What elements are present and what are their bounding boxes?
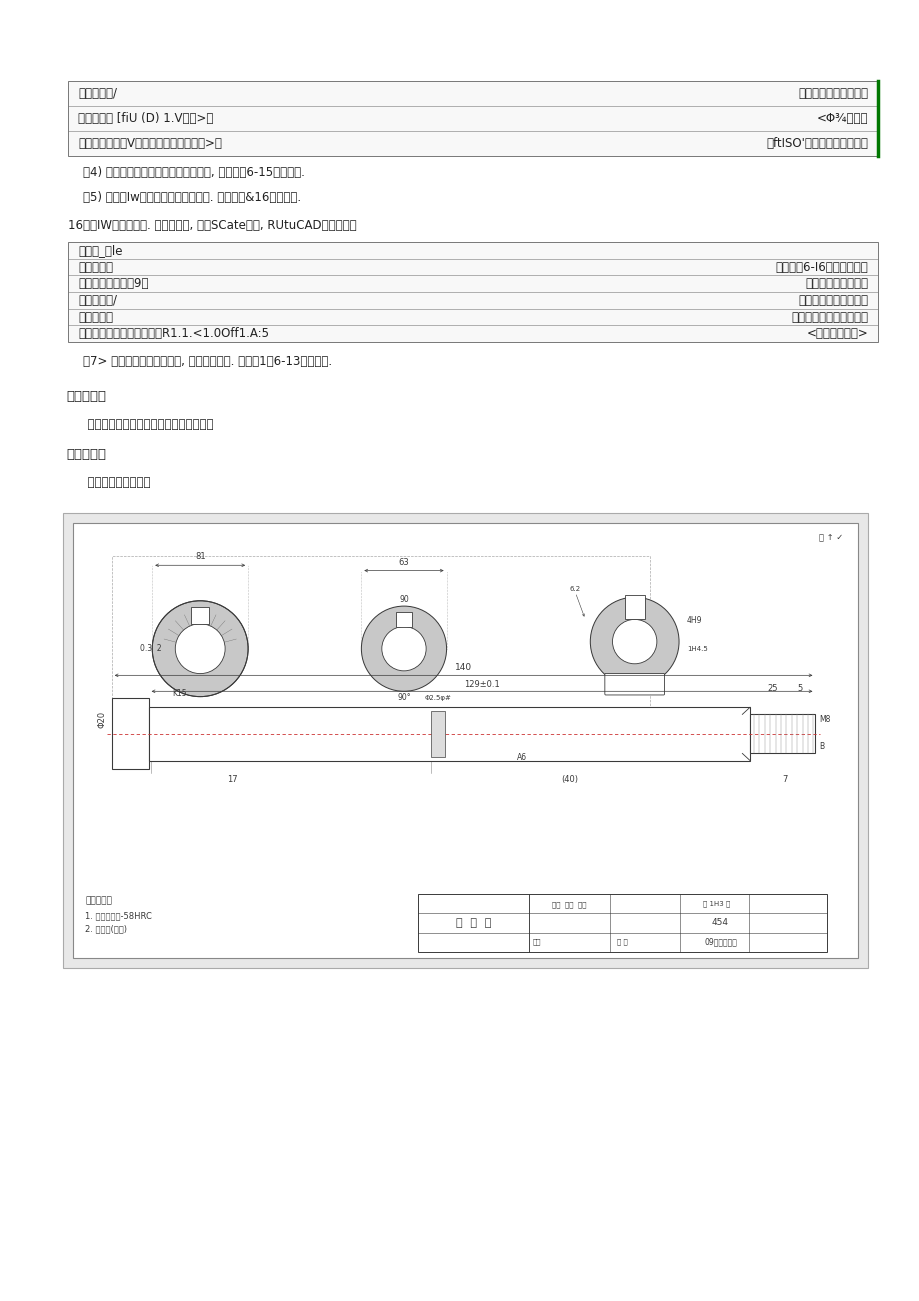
Text: 1H4.5: 1H4.5 (686, 645, 707, 652)
Text: Φ20: Φ20 (97, 712, 107, 729)
Text: （瑛击图6-I6右上角一点）: （瑛击图6-I6右上角一点） (775, 260, 867, 273)
Circle shape (381, 627, 425, 671)
Text: 6.2: 6.2 (569, 587, 580, 592)
Text: K15: K15 (172, 690, 187, 699)
Circle shape (361, 606, 446, 691)
Text: 25: 25 (766, 684, 777, 693)
Circle shape (176, 623, 225, 674)
Text: 槭  轮  轴: 槭 轮 轴 (455, 919, 491, 928)
Text: 比例  重量  材料: 比例 重量 材料 (551, 902, 586, 908)
Text: 技术要求：: 技术要求： (85, 896, 112, 905)
Text: （华亩左下角一点）: （华亩左下角一点） (804, 277, 867, 290)
Text: 454: 454 (711, 919, 728, 928)
Bar (418, 894, 825, 952)
Bar (396, 611, 412, 627)
Text: 指定基点：: 指定基点： (78, 311, 113, 324)
Text: 选择对欧：: 选择对欧： (78, 260, 113, 273)
Text: 。学生好制: 。学生好制 (66, 390, 106, 403)
Text: <输入比例因子>: <输入比例因子> (805, 327, 867, 340)
Text: （7> 利用样条曲线绘制曲线, 痞身多余收条. 得到以1图6-13所示图形.: （7> 利用样条曲线绘制曲线, 痞身多余收条. 得到以1图6-13所示图形. (68, 355, 332, 368)
Text: 完成以下图形的绘制: 完成以下图形的绘制 (80, 476, 151, 489)
Text: <Φ¾一点）: <Φ¾一点） (816, 112, 867, 125)
Text: 09数控大专班: 09数控大专班 (703, 938, 736, 947)
Text: Φ0.8: Φ0.8 (191, 652, 209, 661)
Text: 16）绘IW局短放火圈. 单击团技机, 执行SCate命令, RUtuCAD提小加卜：: 16）绘IW局短放火圈. 单击团技机, 执行SCate命令, RUtuCAD提小… (68, 219, 357, 232)
Text: Φ2.5φ#: Φ2.5φ# (425, 695, 451, 701)
Text: （拉回车批结束选缘）: （拉回车批结束选缘） (797, 294, 867, 307)
Text: （ftISO'方向缩城比当长咬》: （ftISO'方向缩城比当长咬》 (766, 137, 867, 150)
Text: (40): (40) (561, 774, 577, 783)
Bar (749, 714, 814, 753)
Text: 选择对象：/: 选择对象：/ (78, 87, 117, 100)
Text: 互 见: 互 见 (617, 939, 627, 946)
Text: 63: 63 (398, 558, 409, 567)
Text: M8: M8 (819, 716, 830, 725)
Text: 本 ↑ ✓: 本 ↑ ✓ (818, 533, 842, 543)
Text: 4H9: 4H9 (686, 615, 702, 624)
Text: （4) 利用样条曲跳绘制曲线并修好图线, 得到如图6-15所小图形.: （4) 利用样条曲跳绘制曲线并修好图线, 得到如图6-15所小图形. (68, 167, 304, 180)
Circle shape (590, 597, 678, 686)
Circle shape (153, 601, 248, 696)
Circle shape (612, 619, 656, 664)
Text: 。巩固练习: 。巩固练习 (66, 448, 106, 461)
Text: B: B (819, 742, 823, 751)
Text: 0.3  2: 0.3 2 (140, 644, 162, 653)
Text: Φ0.6: Φ0.6 (394, 644, 413, 653)
Text: 129±0.1: 129±0.1 (464, 680, 499, 688)
Text: 5: 5 (797, 684, 801, 693)
Bar (68, 242, 877, 342)
Text: 指定比例因子或灵制。体时R1.1.<1.0Off1.A:5: 指定比例因子或灵制。体时R1.1.<1.0Off1.A:5 (78, 327, 268, 340)
Text: 140: 140 (455, 664, 471, 673)
Text: 指定对角点：找到9个: 指定对角点：找到9个 (78, 277, 148, 290)
Text: 命令：_心le: 命令：_心le (78, 243, 122, 256)
Bar (62, 513, 867, 968)
Bar (149, 708, 749, 761)
Text: 指定第二个点或V使用第一个点作为位移>：: 指定第二个点或V使用第一个点作为位移>： (78, 137, 221, 150)
Text: A6: A6 (516, 753, 526, 762)
Bar (111, 699, 149, 769)
Text: 制图: 制图 (532, 939, 540, 946)
Text: 学生学习和探讨，使用新命令进行绘图，: 学生学习和探讨，使用新命令进行绘图， (80, 418, 213, 431)
Text: 81: 81 (195, 553, 205, 561)
Text: 第 1H3 页: 第 1H3 页 (702, 900, 729, 907)
Text: （5) 利用复Iw命令发制闸圈部分图纹. 得到如图&16所示图形.: （5) 利用复Iw命令发制闸圈部分图纹. 得到如图&16所示图形. (68, 191, 301, 204)
Bar (191, 608, 209, 623)
Bar (624, 595, 644, 619)
Text: （在地当位置繁击一点）: （在地当位置繁击一点） (790, 311, 867, 324)
Bar (431, 710, 445, 757)
Bar (73, 523, 857, 958)
Text: 7: 7 (781, 774, 787, 783)
Text: （按回车键转束选齐）: （按回车键转束选齐） (797, 87, 867, 100)
Text: 90°: 90° (397, 693, 411, 703)
Text: 选择对象：/: 选择对象：/ (78, 294, 117, 307)
Text: 2. 圆角平(两刷): 2. 圆角平(两刷) (85, 924, 127, 933)
Text: 1. 急面淬大粒-58HRC: 1. 急面淬大粒-58HRC (85, 911, 152, 920)
Text: 90: 90 (399, 595, 408, 604)
FancyBboxPatch shape (604, 674, 664, 695)
Text: 指定塔点或 [fiU (D) 1.V位移>：: 指定塔点或 [fiU (D) 1.V位移>： (78, 112, 213, 125)
Bar (111, 557, 650, 716)
Bar (68, 81, 877, 156)
Text: 17: 17 (227, 774, 238, 783)
